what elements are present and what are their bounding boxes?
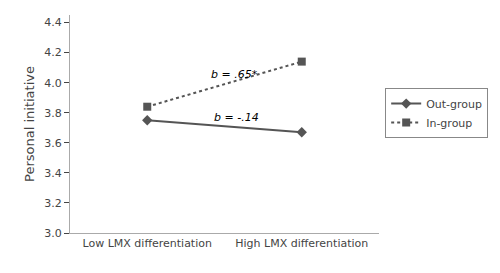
svg-text:Personal initiative: Personal initiative: [22, 66, 37, 182]
svg-text:3.2: 3.2: [44, 197, 62, 210]
svg-text:b = -.14: b = -.14: [214, 111, 259, 124]
svg-text:Out-group: Out-group: [426, 98, 482, 111]
svg-text:3.4: 3.4: [44, 167, 62, 180]
svg-text:4.0: 4.0: [44, 77, 62, 90]
svg-text:b = .65*: b = .65*: [211, 68, 258, 81]
svg-text:4.4: 4.4: [44, 16, 62, 29]
svg-text:3.0: 3.0: [44, 227, 62, 240]
svg-text:Low LMX differentiation: Low LMX differentiation: [83, 237, 212, 250]
svg-text:4.2: 4.2: [44, 46, 62, 59]
svg-text:High LMX differentiation: High LMX differentiation: [235, 237, 368, 250]
svg-text:3.6: 3.6: [44, 137, 62, 150]
svg-text:In-group: In-group: [426, 117, 472, 130]
svg-text:3.8: 3.8: [44, 107, 62, 120]
